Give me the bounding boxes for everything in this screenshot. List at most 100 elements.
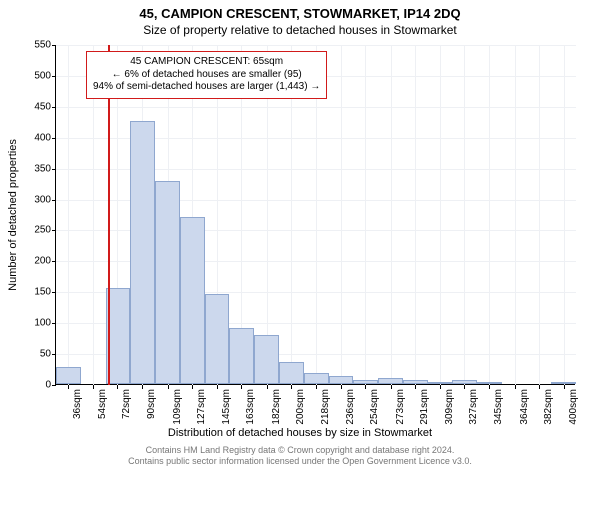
footer-line-1: Contains HM Land Registry data © Crown c… — [0, 445, 600, 456]
y-tick-mark — [52, 323, 56, 324]
x-tick-label: 163sqm — [245, 389, 256, 425]
footer-attribution: Contains HM Land Registry data © Crown c… — [0, 445, 600, 467]
x-tick-mark — [192, 385, 193, 389]
x-tick-mark — [415, 385, 416, 389]
gridline-v — [564, 45, 565, 385]
x-tick-mark — [391, 385, 392, 389]
x-tick-mark — [440, 385, 441, 389]
gridline-v — [68, 45, 69, 385]
x-tick-mark — [515, 385, 516, 389]
gridline-v — [515, 45, 516, 385]
x-tick-label: 254sqm — [369, 389, 380, 425]
gridline-v — [341, 45, 342, 385]
histogram-bar — [353, 380, 378, 384]
page-title: 45, CAMPION CRESCENT, STOWMARKET, IP14 2… — [0, 6, 600, 21]
annotation-line: 45 CAMPION CRESCENT: 65sqm — [93, 56, 320, 69]
x-tick-mark — [217, 385, 218, 389]
gridline-v — [539, 45, 540, 385]
histogram-bar — [279, 362, 304, 384]
y-tick-mark — [52, 261, 56, 262]
x-tick-label: 345sqm — [493, 389, 504, 425]
page-subtitle: Size of property relative to detached ho… — [0, 23, 600, 37]
x-tick-mark — [168, 385, 169, 389]
gridline-v — [365, 45, 366, 385]
x-tick-mark — [316, 385, 317, 389]
gridline-v — [489, 45, 490, 385]
y-tick-label: 350 — [21, 163, 51, 174]
x-tick-mark — [365, 385, 366, 389]
x-tick-mark — [291, 385, 292, 389]
y-tick-mark — [52, 45, 56, 46]
x-tick-mark — [267, 385, 268, 389]
x-tick-label: 90sqm — [146, 389, 157, 419]
x-tick-label: 309sqm — [444, 389, 455, 425]
x-tick-mark — [489, 385, 490, 389]
y-tick-mark — [52, 138, 56, 139]
y-axis-title: Number of detached properties — [7, 139, 19, 291]
x-tick-label: 291sqm — [419, 389, 430, 425]
x-tick-mark — [117, 385, 118, 389]
histogram-bar — [155, 181, 180, 384]
histogram-chart: Number of detached properties 36sqm54sqm… — [55, 45, 575, 425]
y-tick-label: 250 — [21, 225, 51, 236]
x-tick-label: 327sqm — [468, 389, 479, 425]
x-tick-label: 182sqm — [271, 389, 282, 425]
histogram-bar — [378, 378, 403, 384]
y-tick-mark — [52, 200, 56, 201]
histogram-bar — [551, 382, 576, 384]
histogram-bar — [428, 382, 453, 384]
annotation-line: 94% of semi-detached houses are larger (… — [93, 81, 320, 94]
x-tick-mark — [539, 385, 540, 389]
plot-area: 36sqm54sqm72sqm90sqm109sqm127sqm145sqm16… — [55, 45, 575, 385]
x-tick-label: 364sqm — [519, 389, 530, 425]
x-tick-label: 382sqm — [543, 389, 554, 425]
y-tick-label: 500 — [21, 70, 51, 81]
x-tick-mark — [464, 385, 465, 389]
x-tick-label: 218sqm — [320, 389, 331, 425]
histogram-bar — [477, 382, 502, 384]
x-axis-title: Distribution of detached houses by size … — [0, 427, 600, 439]
x-tick-label: 127sqm — [196, 389, 207, 425]
y-tick-mark — [52, 385, 56, 386]
y-tick-mark — [52, 76, 56, 77]
x-tick-label: 72sqm — [121, 389, 132, 419]
histogram-bar — [229, 328, 254, 384]
x-tick-label: 109sqm — [172, 389, 183, 425]
x-tick-label: 400sqm — [568, 389, 579, 425]
gridline-v — [415, 45, 416, 385]
y-tick-label: 550 — [21, 40, 51, 51]
gridline-v — [391, 45, 392, 385]
y-tick-label: 0 — [21, 380, 51, 391]
histogram-bar — [452, 380, 477, 384]
y-tick-mark — [52, 354, 56, 355]
x-tick-label: 200sqm — [295, 389, 306, 425]
y-tick-label: 400 — [21, 132, 51, 143]
x-tick-label: 273sqm — [395, 389, 406, 425]
x-tick-mark — [68, 385, 69, 389]
y-tick-mark — [52, 230, 56, 231]
histogram-bar — [254, 335, 279, 384]
histogram-bar — [205, 294, 230, 384]
histogram-bar — [56, 367, 81, 384]
histogram-bar — [329, 376, 354, 384]
gridline-v — [464, 45, 465, 385]
x-tick-mark — [142, 385, 143, 389]
y-tick-mark — [52, 169, 56, 170]
y-tick-label: 50 — [21, 349, 51, 360]
y-tick-label: 300 — [21, 194, 51, 205]
x-tick-label: 54sqm — [97, 389, 108, 419]
footer-line-2: Contains public sector information licen… — [0, 456, 600, 467]
y-tick-label: 100 — [21, 318, 51, 329]
histogram-bar — [180, 217, 205, 384]
x-tick-label: 236sqm — [345, 389, 356, 425]
x-tick-mark — [241, 385, 242, 389]
x-tick-label: 145sqm — [221, 389, 232, 425]
annotation-line: ← 6% of detached houses are smaller (95) — [93, 69, 320, 82]
y-tick-mark — [52, 107, 56, 108]
histogram-bar — [130, 121, 155, 384]
gridline-v — [440, 45, 441, 385]
annotation-box: 45 CAMPION CRESCENT: 65sqm← 6% of detach… — [86, 51, 327, 99]
y-tick-label: 150 — [21, 287, 51, 298]
y-tick-label: 450 — [21, 101, 51, 112]
y-tick-label: 200 — [21, 256, 51, 267]
